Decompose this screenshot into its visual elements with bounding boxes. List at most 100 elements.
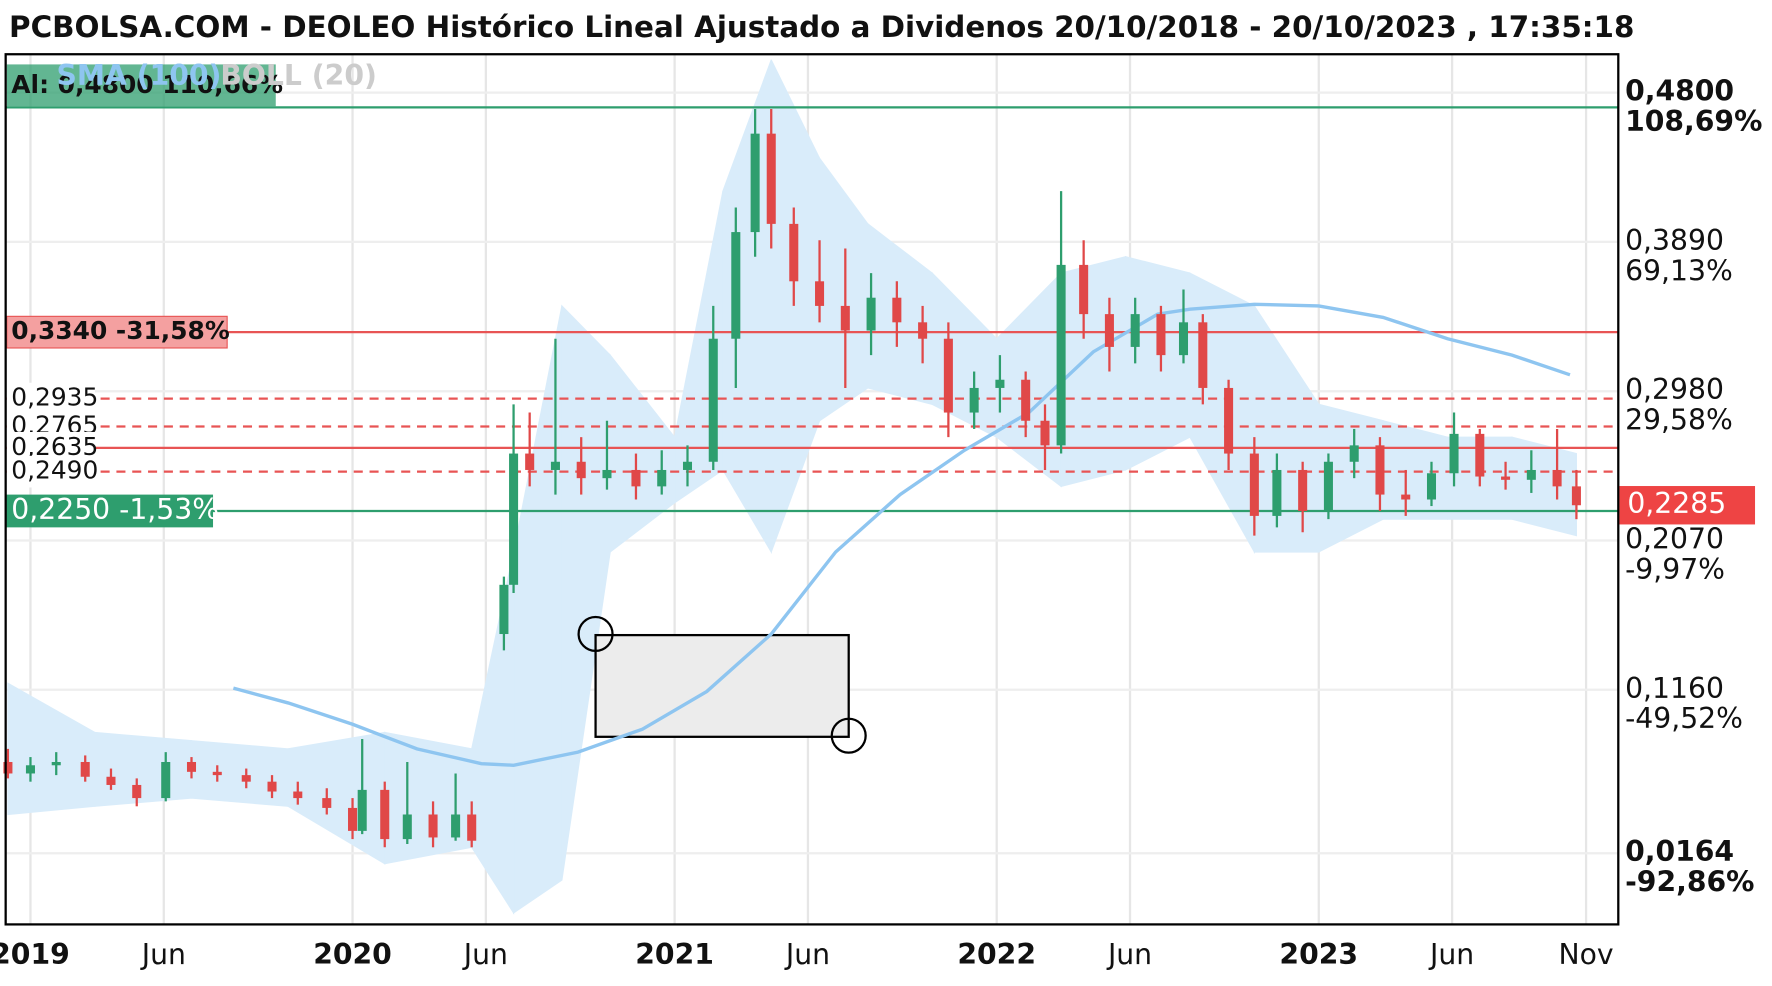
y-tick-label: 0,4800 (1625, 75, 1734, 108)
alert-box (6, 64, 276, 107)
x-tick-label: Jun (1106, 938, 1152, 971)
candle-body (161, 761, 171, 799)
candle-body (550, 461, 560, 470)
candle-body (293, 791, 303, 799)
level-label: 0,2250 -1,53% (11, 493, 219, 526)
candle-body (1552, 469, 1562, 487)
candle-body (1323, 461, 1333, 511)
candle-body (1178, 322, 1189, 356)
x-tick-label: 2022 (957, 938, 1036, 971)
candle-body (348, 807, 358, 831)
y2-tick-label: 69,13% (1625, 254, 1733, 287)
candle-body (789, 223, 799, 282)
candle-body (602, 469, 612, 479)
y2-tick-label: -9,97% (1625, 553, 1725, 586)
x-tick-label: Nov (1559, 938, 1614, 971)
candle-body (1401, 494, 1411, 500)
x-tick-label: Jun (140, 938, 186, 971)
candle-body (51, 761, 61, 766)
y-tick-label: 0,1160 (1625, 672, 1724, 705)
candle-body (428, 814, 438, 838)
levels (5, 106, 1619, 513)
candle-body (1224, 387, 1234, 454)
candle-body (631, 469, 641, 487)
candle-body (25, 765, 35, 774)
y2-tick-label: -49,52% (1625, 702, 1743, 735)
candle-body (657, 469, 667, 487)
candle-body (1349, 445, 1359, 462)
overlay: 0,3340 -31,58%0,29350,27650,26350,24900,… (6, 59, 1756, 528)
candle-body (509, 453, 519, 585)
candle-body (212, 771, 222, 776)
candle-body (1130, 314, 1140, 347)
legend-boll: BOLL (20) (220, 59, 377, 92)
candle-body (1449, 433, 1459, 474)
handle (830, 717, 867, 754)
candle-body (1571, 486, 1581, 506)
candle-body (1104, 314, 1114, 347)
candle-body (708, 338, 718, 462)
candle-body (1056, 264, 1066, 446)
x-tick-label: 2021 (635, 938, 714, 971)
candle-body (1249, 453, 1259, 516)
y-tick-label: 0,0164 (1625, 835, 1734, 868)
candle-body (499, 584, 509, 635)
candles (3, 109, 1581, 848)
candle-body (467, 814, 477, 841)
last-price-box (1619, 486, 1756, 525)
plot-frame (4, 53, 1620, 926)
x-tick-label: 2019 (0, 938, 70, 971)
axes: 2019 Jun 2020 Jun 2021 Jun 2022 Jun 2023 Jun Nov 0,… (0, 75, 1762, 971)
alert-label: Al: 0,4800 110,66% (11, 70, 283, 99)
candle-body (357, 789, 367, 831)
candle-body (132, 784, 142, 799)
band-segment (1124, 255, 1191, 471)
candle-body (1079, 264, 1089, 315)
chart-title: PCBOLSA.COM - DEOLEO Histórico Lineal Aj… (9, 10, 1634, 44)
level-label-box (6, 382, 95, 415)
y-tick-label: 0,2980 (1625, 373, 1724, 406)
x-tick-label: Jun (462, 938, 508, 971)
y2-tick-label: -92,86% (1625, 866, 1754, 899)
drawn-rectangle (594, 633, 850, 738)
candle-body (892, 297, 902, 323)
y2-tick-label: 108,69% (1625, 105, 1762, 138)
candle-body (1475, 433, 1485, 477)
candle-body (380, 789, 390, 840)
x-tick-label: Jun (1428, 938, 1474, 971)
candle-body (1198, 322, 1208, 388)
candle-body (1040, 420, 1050, 446)
candle-body (969, 387, 979, 413)
x-tick-label: Jun (784, 938, 830, 971)
candle-body (267, 781, 277, 792)
level-label-box (6, 494, 214, 528)
band-segment (1511, 436, 1577, 537)
candle-body (1021, 379, 1031, 421)
candle-body (106, 776, 116, 785)
candle-body (1375, 445, 1385, 495)
level-label-box (6, 455, 95, 488)
x-tick-label: 2020 (313, 938, 392, 971)
candle-body (815, 281, 825, 306)
candle-body (80, 761, 90, 777)
sma-line (232, 302, 1571, 767)
candle-body (1426, 473, 1437, 500)
y-tick-label: 0,3890 (1625, 224, 1724, 257)
level-label: 0,3340 -31,58% (11, 316, 230, 345)
candle-body (840, 305, 850, 331)
level-label: 0,2935 (11, 383, 98, 412)
candle-body (995, 379, 1005, 388)
candle-body (1272, 469, 1282, 516)
candle-body (451, 814, 461, 838)
candle-body (1526, 469, 1536, 480)
band-segment (1382, 420, 1449, 520)
candle-body (576, 461, 586, 479)
candle-body (766, 133, 776, 224)
candle-body (322, 798, 332, 808)
candle-body (731, 232, 741, 339)
band-segment (94, 731, 193, 807)
candle-body (866, 297, 876, 331)
candle-body (402, 814, 412, 840)
